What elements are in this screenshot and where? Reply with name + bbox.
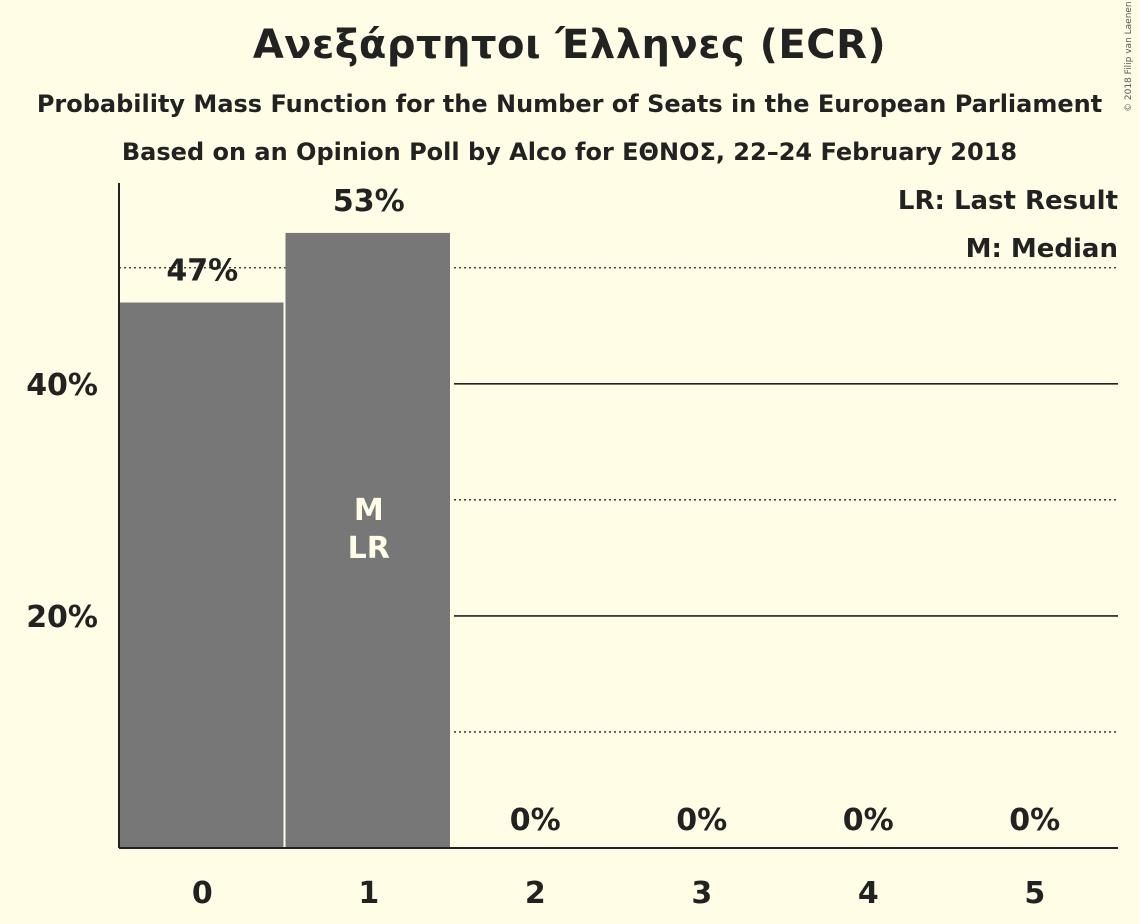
value-label-4: 0%: [843, 803, 894, 838]
x-tick-label-0: 0: [192, 876, 213, 911]
x-tick-label-3: 3: [691, 876, 712, 911]
last-result-marker: LR: [348, 531, 390, 566]
value-label-3: 0%: [676, 803, 727, 838]
value-label-1: 53%: [333, 184, 405, 219]
chart-title: Ανεξάρτητοι Έλληνες (ECR): [252, 22, 887, 68]
x-tick-label-4: 4: [858, 876, 879, 911]
bar-0: [119, 302, 284, 848]
x-tick-label-5: 5: [1024, 876, 1045, 911]
axes: [118, 183, 1118, 849]
legend-median: M: Median: [966, 234, 1118, 264]
y-tick-label-40: 40%: [26, 368, 98, 403]
value-label-5: 0%: [1009, 803, 1060, 838]
labels: 20% 40% 0 1 2 3 4 5 47% 53% 0% 0% 0% 0% MLR: [26, 184, 1060, 911]
value-label-0: 47%: [166, 254, 238, 289]
legend-last-result: LR: Last Result: [898, 186, 1118, 216]
median-marker: M: [354, 493, 384, 528]
chart-subtitle-source: Based on an Opinion Poll by Alco for ΕΘΝ…: [121, 138, 1018, 166]
bars: [119, 230, 454, 849]
x-tick-label-1: 1: [358, 876, 379, 911]
value-label-2: 0%: [510, 803, 561, 838]
y-tick-label-20: 20%: [26, 600, 98, 635]
bar-1: [285, 232, 450, 849]
chart-subtitle: Probability Mass Function for the Number…: [36, 90, 1103, 118]
x-tick-label-2: 2: [525, 876, 546, 911]
